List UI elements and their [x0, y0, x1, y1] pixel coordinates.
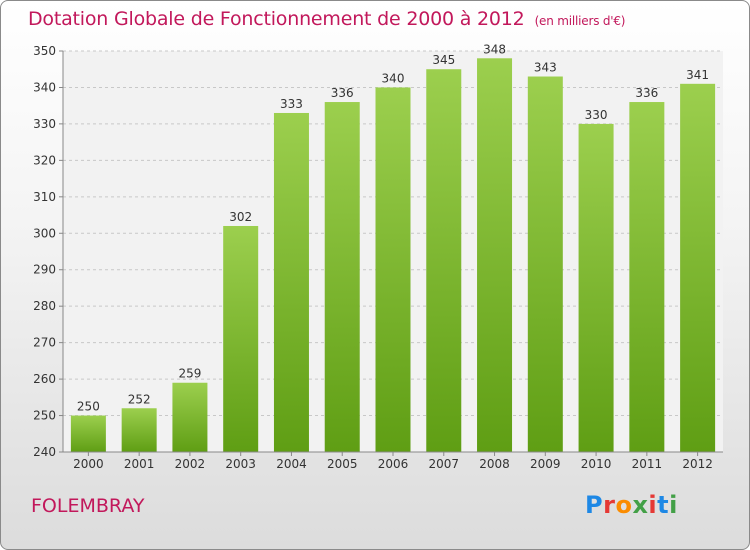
logo-letter: o: [615, 491, 633, 519]
bar: [172, 382, 208, 452]
bar-value-label: 330: [585, 108, 608, 122]
bar: [527, 76, 563, 452]
y-tick-label: 350: [33, 44, 56, 58]
title-text: Dotation Globale de Fonctionnement de 20…: [28, 8, 525, 30]
bar-value-label: 252: [128, 392, 151, 406]
unit-label: (en milliers d'€): [534, 14, 626, 28]
x-tick-label: 2000: [73, 457, 104, 471]
y-tick-label: 310: [33, 190, 56, 204]
y-tick-label: 320: [33, 153, 56, 167]
town-name: FOLEMBRAY: [31, 495, 145, 517]
bar-value-label: 348: [483, 42, 506, 56]
y-tick-label: 240: [33, 445, 56, 459]
bar: [629, 102, 665, 452]
x-tick-label: 2002: [175, 457, 206, 471]
y-tick-label: 260: [33, 372, 56, 386]
bar-value-label: 259: [178, 367, 201, 381]
x-tick-label: 2006: [378, 457, 409, 471]
y-tick-label: 340: [33, 80, 56, 94]
bar: [375, 87, 411, 453]
x-tick-label: 2011: [632, 457, 663, 471]
y-tick-label: 300: [33, 226, 56, 240]
logo-letter: i: [669, 491, 678, 519]
bar-value-label: 345: [432, 53, 455, 67]
bar: [273, 112, 309, 453]
logo-letter: x: [632, 491, 649, 519]
x-tick-label: 2012: [682, 457, 713, 471]
x-tick-label: 2009: [530, 457, 561, 471]
x-tick-label: 2004: [276, 457, 307, 471]
logo-letter: t: [657, 491, 670, 519]
x-tick-label: 2007: [428, 457, 459, 471]
bar: [70, 415, 106, 452]
bar-value-label: 343: [534, 61, 557, 75]
y-tick-label: 330: [33, 117, 56, 131]
chart-title: Dotation Globale de Fonctionnement de 20…: [28, 8, 625, 30]
logo-letter: i: [648, 491, 658, 519]
bar: [223, 225, 259, 452]
bar: [121, 408, 157, 452]
bar: [426, 69, 462, 453]
bar-value-label: 250: [77, 400, 100, 414]
x-tick-label: 2005: [327, 457, 358, 471]
y-tick-label: 280: [33, 299, 56, 313]
bar-value-label: 336: [331, 86, 354, 100]
bar: [578, 123, 614, 452]
bar: [324, 102, 360, 452]
bar-value-label: 341: [686, 68, 709, 82]
bar-value-label: 336: [635, 86, 658, 100]
bar-value-label: 333: [280, 97, 303, 111]
bar: [477, 58, 513, 453]
x-tick-label: 2001: [124, 457, 155, 471]
bar-value-label: 302: [229, 210, 252, 224]
x-tick-label: 2008: [479, 457, 510, 471]
x-tick-label: 2003: [225, 457, 256, 471]
y-tick-label: 290: [33, 263, 56, 277]
logo-letter: r: [603, 491, 616, 519]
y-tick-label: 270: [33, 336, 56, 350]
y-tick-label: 250: [33, 409, 56, 423]
x-tick-label: 2010: [581, 457, 612, 471]
proxiti-logo[interactable]: Proxiti: [585, 491, 678, 519]
bar: [680, 83, 716, 453]
bar-value-label: 340: [382, 71, 405, 85]
logo-letter: P: [585, 491, 604, 519]
